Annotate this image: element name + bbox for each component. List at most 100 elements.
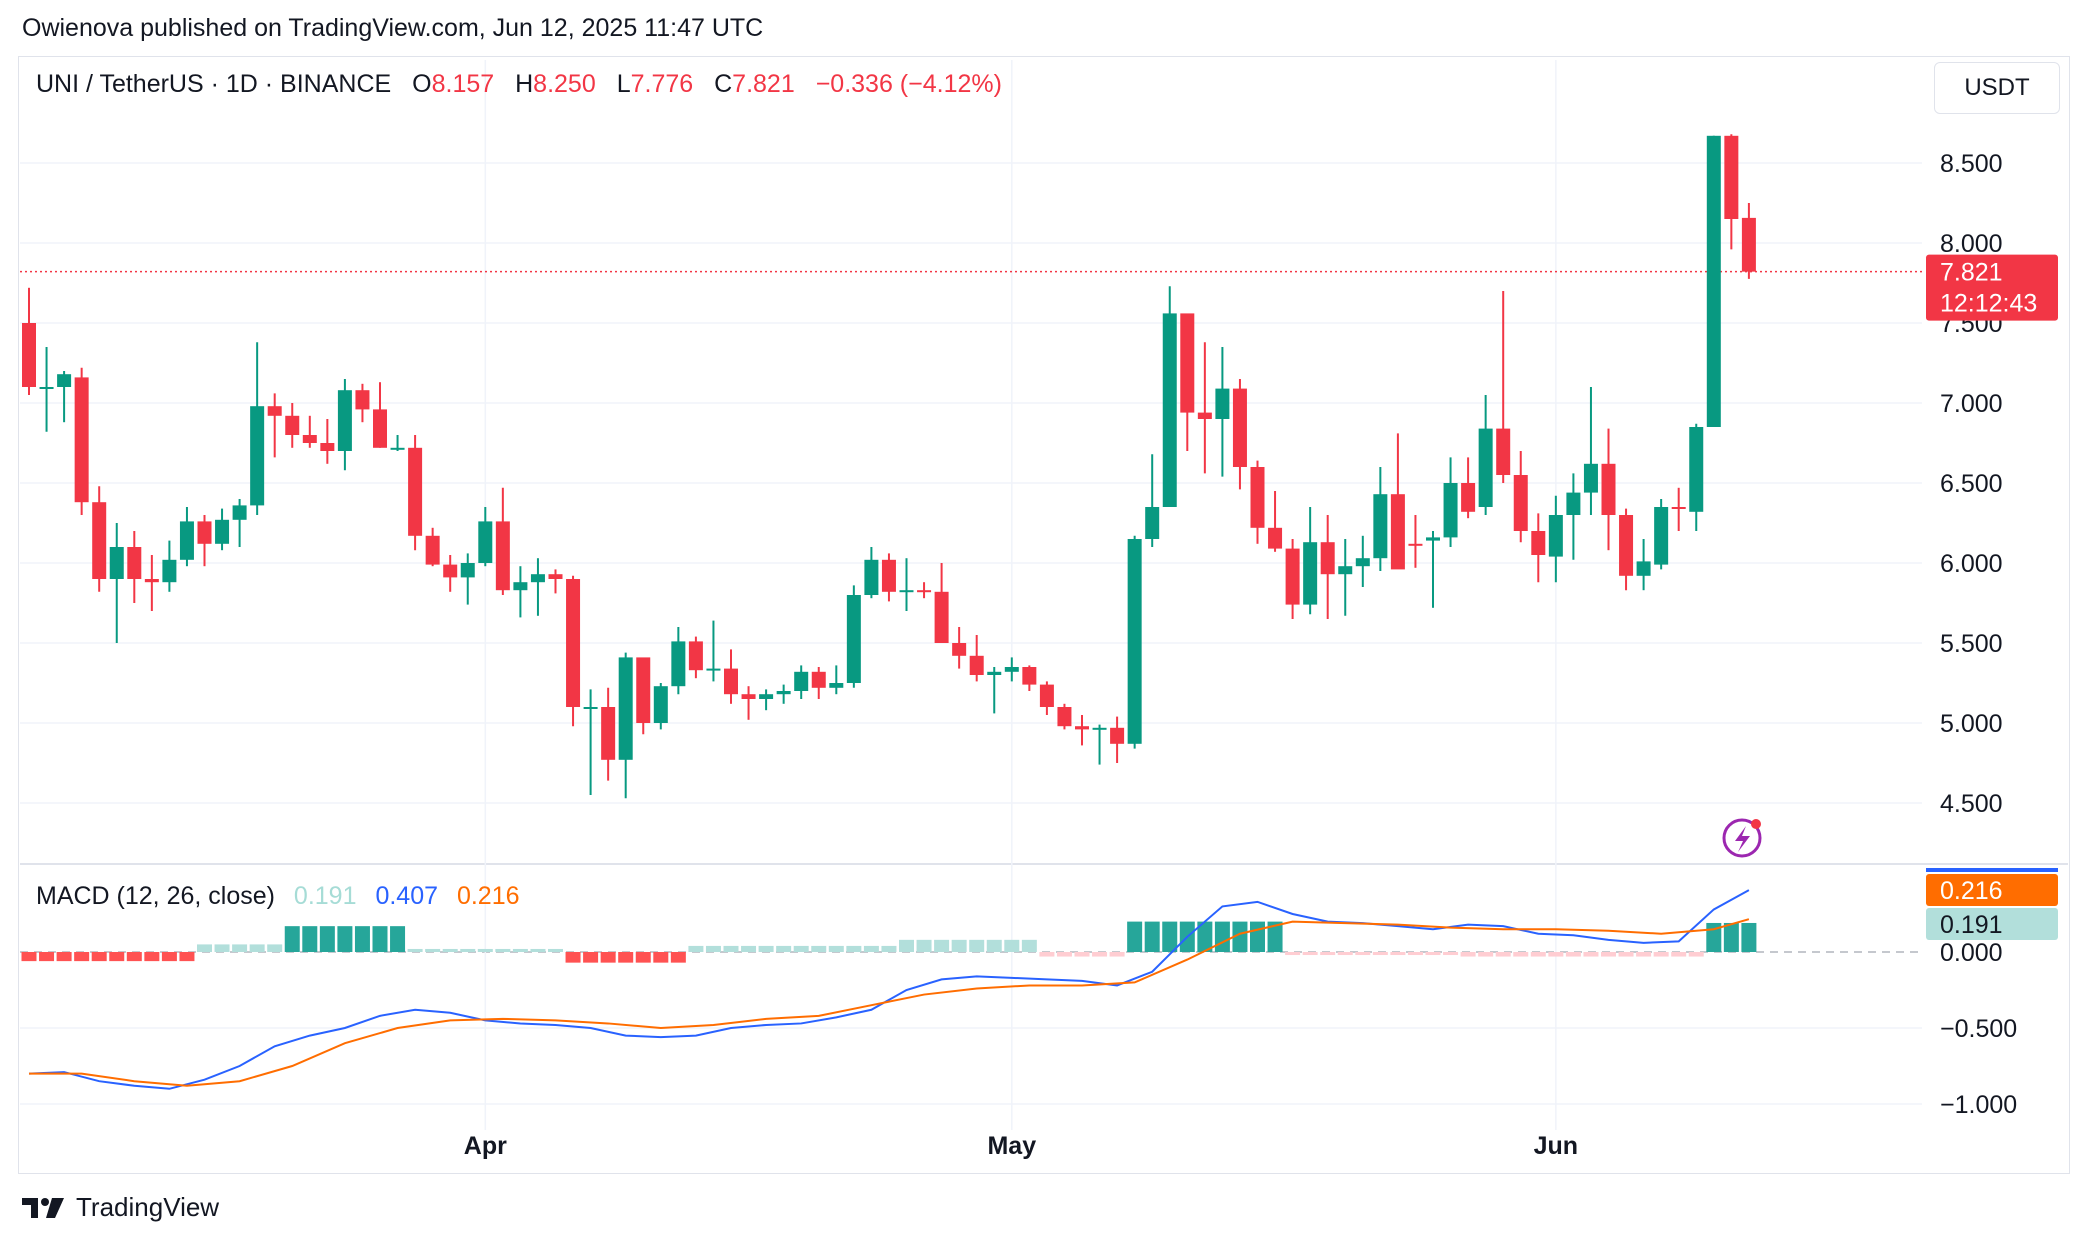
- macd-histogram-bar: [723, 945, 739, 952]
- macd-title[interactable]: MACD (12, 26, close): [36, 882, 275, 910]
- candle: [530, 558, 545, 616]
- candle-body: [1232, 388, 1247, 467]
- candle-body: [1390, 494, 1405, 570]
- candle: [1461, 457, 1476, 519]
- macd-tick-label: 0.000: [1940, 939, 2003, 967]
- candle: [1671, 487, 1686, 531]
- candle-body: [1724, 135, 1739, 219]
- macd-histogram-bar: [583, 952, 599, 963]
- macd-histogram-bar: [179, 952, 195, 962]
- candle: [1566, 473, 1581, 560]
- candle-body: [530, 574, 545, 583]
- candle-body: [1513, 475, 1528, 531]
- candle: [829, 665, 844, 695]
- candle: [1601, 428, 1616, 551]
- candle: [179, 507, 194, 567]
- macd-histogram-bar: [1337, 952, 1353, 956]
- high-value: 8.250: [533, 70, 596, 98]
- macd-histogram-bar: [197, 944, 212, 952]
- candle: [320, 419, 335, 464]
- candle-body: [899, 590, 914, 593]
- macd-histogram-bar: [1723, 922, 1739, 952]
- macd-histogram-bar: [161, 952, 177, 962]
- candle: [443, 555, 458, 592]
- candle: [1180, 313, 1195, 451]
- candle-body: [969, 655, 984, 675]
- candle: [1355, 535, 1370, 587]
- macd-hist-value: 0.191: [293, 882, 357, 910]
- macd-histogram-bar: [354, 926, 370, 952]
- candle-body: [92, 502, 107, 579]
- candle: [1390, 433, 1405, 570]
- macd-signal-value: 0.216: [456, 882, 520, 910]
- candle: [899, 558, 914, 611]
- candle: [373, 382, 387, 448]
- open-value: 8.157: [431, 70, 495, 98]
- candle-body: [1303, 542, 1318, 605]
- price-tick-label: 8.000: [1940, 230, 2003, 258]
- candle: [934, 563, 949, 643]
- candle-body: [337, 390, 352, 451]
- time-tick-label: May: [987, 1132, 1036, 1160]
- candle-body: [794, 671, 809, 691]
- candle-body: [1215, 388, 1230, 419]
- candle: [1478, 395, 1493, 515]
- candle: [390, 435, 405, 451]
- lightning-icon-dot: [1751, 819, 1761, 829]
- currency-button[interactable]: USDT: [1934, 62, 2060, 114]
- candle: [1092, 724, 1107, 765]
- macd-histogram-bar: [1250, 921, 1265, 952]
- candle: [864, 547, 879, 599]
- candle-body: [987, 671, 1002, 675]
- candle-body: [109, 547, 124, 579]
- macd-histogram-bar: [1443, 952, 1459, 956]
- macd-histogram-bar: [705, 945, 721, 952]
- candle: [917, 582, 932, 599]
- candle-body: [952, 643, 967, 656]
- macd-histogram-bar: [881, 945, 897, 952]
- candle: [267, 393, 282, 458]
- candle-body: [513, 582, 528, 591]
- time-tick-label: Apr: [464, 1132, 507, 1160]
- candle: [1689, 423, 1704, 531]
- candle-body: [1496, 428, 1511, 475]
- macd-histogram-bar: [1671, 952, 1687, 957]
- lightning-icon-bolt: [1735, 826, 1750, 852]
- macd-histogram-bar: [565, 952, 581, 963]
- macd-histogram-bar: [425, 948, 441, 952]
- macd-histogram-bar: [302, 926, 318, 952]
- candle: [1303, 507, 1318, 615]
- candle: [1741, 203, 1756, 279]
- macd-histogram-bar: [1583, 952, 1599, 957]
- candle: [794, 665, 809, 699]
- candle: [1724, 134, 1739, 250]
- symbol-name[interactable]: UNI / TetherUS · 1D · BINANCE: [36, 70, 392, 98]
- macd-histogram-bar: [1618, 952, 1634, 957]
- macd-histogram-bar: [1232, 921, 1248, 952]
- candle: [1110, 716, 1125, 763]
- candle-body: [688, 641, 703, 671]
- macd-histogram-bar: [477, 948, 493, 952]
- low-value: 7.776: [630, 70, 694, 98]
- candle-body: [1531, 531, 1546, 555]
- macd-histogram-bar: [670, 952, 686, 963]
- candle-body: [1127, 539, 1142, 744]
- candle-body: [495, 521, 510, 591]
- candle: [337, 379, 352, 471]
- candle: [1426, 531, 1440, 608]
- candle: [39, 347, 54, 432]
- candle: [1338, 539, 1353, 616]
- candle-body: [1601, 463, 1616, 515]
- macd-histogram-bar: [1302, 952, 1318, 956]
- candle: [1583, 387, 1598, 515]
- macd-histogram-bar: [600, 952, 616, 963]
- macd-histogram-bar: [934, 939, 950, 952]
- candle-body: [1373, 494, 1388, 559]
- price-tick-label: 6.500: [1940, 470, 2003, 498]
- candle: [162, 540, 177, 592]
- candle: [1706, 135, 1721, 428]
- candle: [1145, 454, 1160, 547]
- macd-histogram-bar: [1513, 952, 1529, 957]
- candle-body: [408, 447, 423, 536]
